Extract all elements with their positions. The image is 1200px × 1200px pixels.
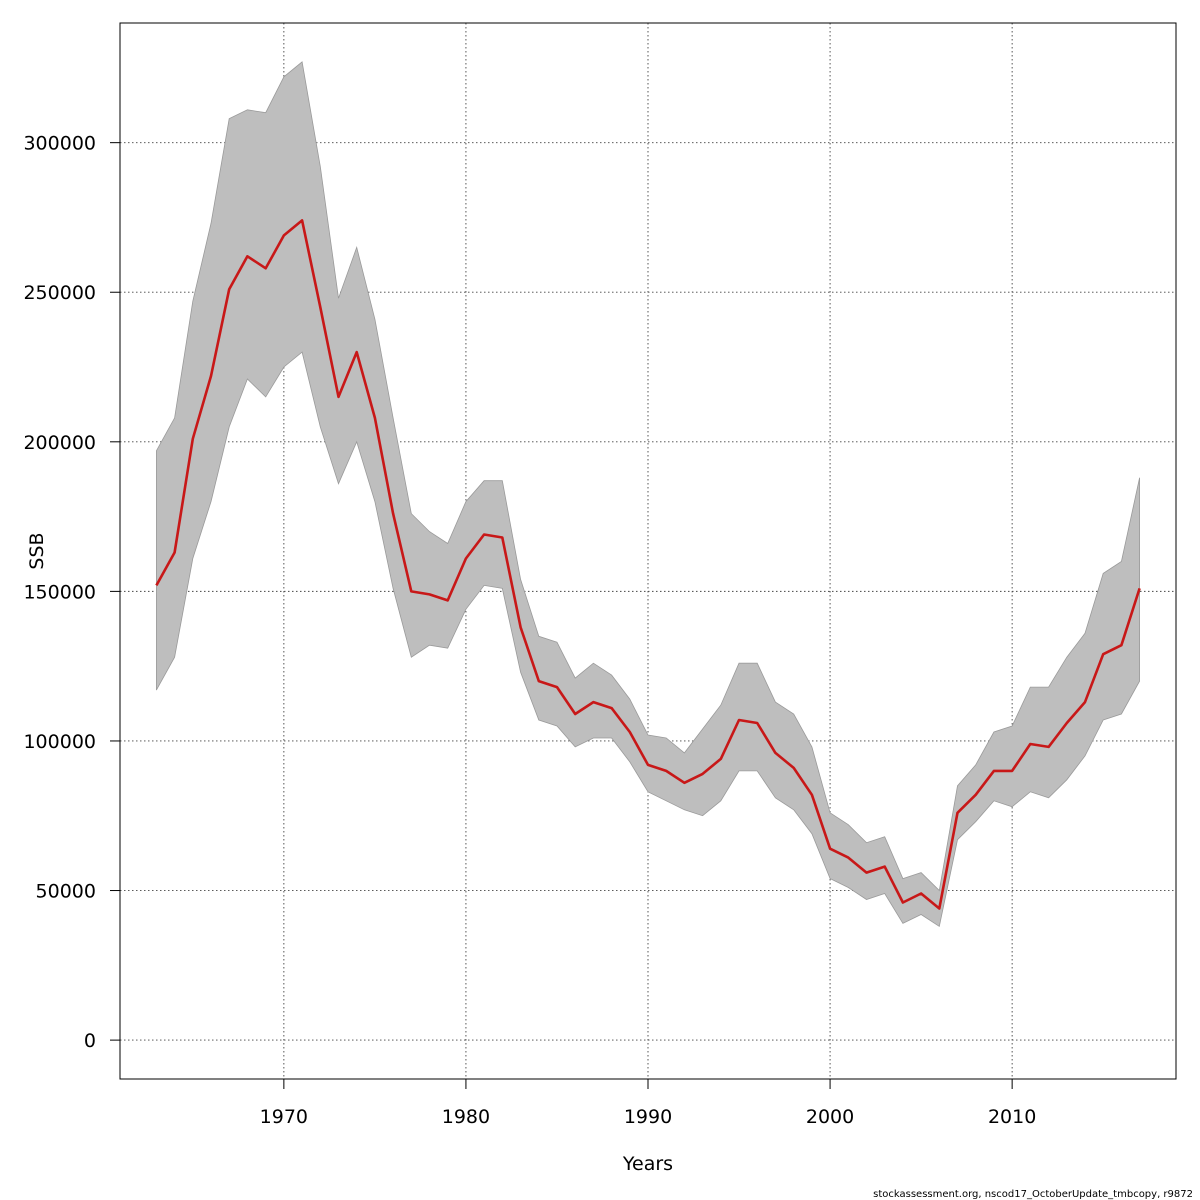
y-axis: 0 50000 100000 150000 200000 250000 300000 (23, 133, 121, 1052)
y-axis-title: SSB (26, 532, 48, 569)
y-tick-label: 100000 (23, 731, 96, 753)
confidence-band (156, 61, 1140, 928)
x-tick-label: 1970 (260, 1106, 308, 1128)
x-axis: 1970 1980 1990 2000 2010 (260, 1078, 1036, 1128)
x-tick-label: 2000 (806, 1106, 854, 1128)
x-axis-title: Years (622, 1153, 673, 1175)
y-tick-label: 250000 (23, 282, 96, 304)
y-tick-label: 50000 (36, 881, 96, 903)
x-tick-label: 1990 (624, 1106, 672, 1128)
footnote: stockassessment.org, nscod17_OctoberUpda… (873, 1189, 1193, 1200)
x-tick-label: 1980 (442, 1106, 490, 1128)
y-tick-label: 200000 (23, 432, 96, 454)
y-tick-label: 0 (84, 1030, 96, 1052)
ssb-series-line (155, 219, 1141, 910)
y-tick-label: 150000 (23, 581, 96, 603)
x-tick-label: 2010 (988, 1106, 1036, 1128)
y-tick-label: 300000 (23, 133, 96, 155)
